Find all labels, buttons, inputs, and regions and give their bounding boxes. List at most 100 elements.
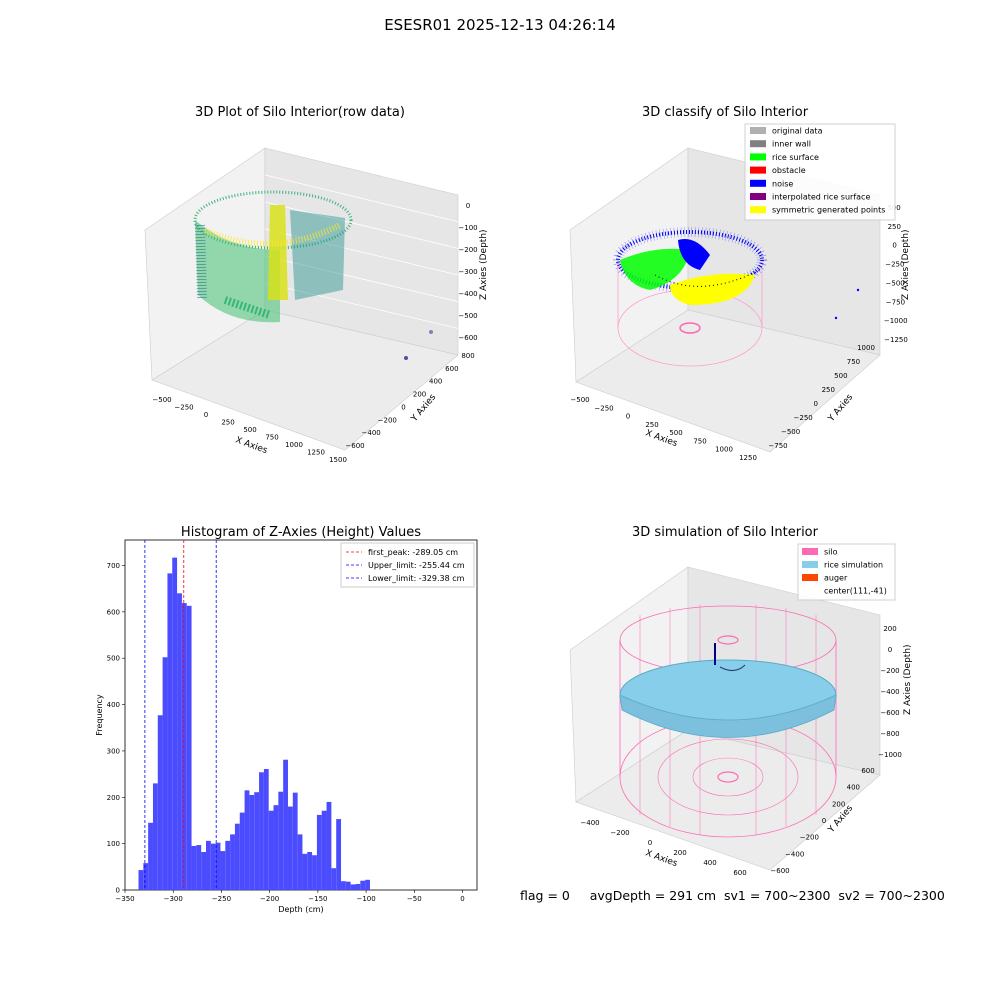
- histogram-bar: [259, 772, 264, 890]
- y-tick-label: −400: [785, 850, 804, 858]
- raw-plot-title: 3D Plot of Silo Interior(row data): [195, 105, 405, 120]
- grid-line: [264, 174, 459, 223]
- legend-label: rice simulation: [824, 561, 883, 570]
- histogram-bar: [307, 851, 313, 890]
- x-tick-label: 1500: [329, 456, 347, 464]
- y-tick-label: 200: [832, 800, 845, 808]
- x-tick-label: −200: [610, 829, 629, 837]
- histogram-xlabel: Depth (cm): [278, 905, 323, 914]
- x-tick-label: 750: [693, 437, 706, 445]
- classify-3d-plot: 3D classify of Silo Interior −500−250025…: [569, 105, 911, 462]
- y-tick-label: 600: [861, 767, 874, 775]
- x-tick-label: −500: [152, 396, 171, 404]
- z-tick-label: −250: [885, 261, 904, 269]
- x-tick-label: −400: [580, 819, 599, 827]
- z-tick-label: −600: [458, 334, 477, 342]
- histogram-bar: [360, 880, 366, 890]
- histogram-bar: [350, 884, 356, 890]
- z-tick-label: −600: [880, 709, 899, 717]
- histogram-bar: [220, 851, 226, 890]
- x-tick-label: 750: [265, 434, 278, 442]
- y-tick-label: 500: [834, 372, 847, 380]
- legend-label: noise: [772, 179, 793, 188]
- x-tick-label: 1000: [715, 446, 733, 454]
- histogram-bar: [263, 769, 269, 890]
- histogram-reference-lines: [144, 540, 217, 890]
- y-tick-label: 400: [847, 784, 860, 792]
- simulation-plot-title: 3D simulation of Silo Interior: [632, 525, 819, 540]
- legend-swatch: [802, 561, 818, 568]
- histogram-bar: [326, 801, 332, 890]
- classify-scatter-points: [613, 227, 860, 367]
- z-tick-label: −750: [886, 298, 905, 306]
- histogram-bar: [148, 822, 153, 890]
- z-tick-label: 0: [466, 202, 470, 210]
- histogram-bar: [234, 823, 240, 890]
- y-tick-label: 0: [401, 403, 405, 411]
- x-tick-label: 500: [243, 426, 256, 434]
- z-tick-label: −300: [458, 268, 477, 276]
- histogram-bar: [283, 759, 288, 890]
- histogram-bar: [225, 840, 231, 890]
- raw-xlabel: X Axies: [234, 435, 269, 456]
- histogram-bar: [152, 783, 158, 890]
- histogram-title: Histogram of Z-Axies (Height) Values: [181, 525, 421, 540]
- histogram-bar: [273, 805, 279, 890]
- z-tick-label: −800: [880, 730, 899, 738]
- histogram-bar: [162, 657, 168, 890]
- y-tick-label: −250: [794, 414, 813, 422]
- classify-plot-title: 3D classify of Silo Interior: [642, 105, 809, 120]
- y-tick-label: 800: [461, 352, 474, 360]
- histogram-bar: [186, 605, 192, 890]
- histogram-bar: [143, 863, 149, 890]
- legend-swatch: [750, 140, 766, 148]
- raw-floor-pane: [151, 309, 459, 451]
- x-tick-label: 250: [221, 419, 234, 427]
- x-tick-label: −50: [407, 895, 422, 903]
- histogram-bar: [167, 573, 173, 890]
- y-tick-label: −200: [800, 834, 819, 842]
- y-tick-label: 1000: [857, 344, 875, 352]
- legend-label: first_peak: -289.05 cm: [368, 548, 458, 557]
- classify-floor-pane: [575, 309, 881, 453]
- y-tick-label: 200: [413, 391, 426, 399]
- y-tick-label: −600: [770, 867, 789, 875]
- raw-tick-labels: −500−2500250500750100012501500−600−400−2…: [152, 202, 477, 464]
- x-tick-label: 250: [645, 421, 658, 429]
- histogram-bar: [336, 819, 342, 890]
- simulation-floor-pane: [575, 729, 881, 871]
- grid-line: [264, 201, 459, 249]
- status-footer: flag = 0 avgDepth = 291 cm sv1 = 700~230…: [520, 888, 945, 903]
- histogram-bar: [341, 881, 346, 890]
- histogram-bar: [138, 870, 144, 890]
- x-tick-label: 500: [669, 429, 682, 437]
- y-tick-label: 750: [847, 358, 860, 366]
- z-tick-label: −1000: [878, 751, 902, 759]
- simulation-3d-plot: 3D simulation of Silo Interior −400 −200 0…: [569, 525, 913, 877]
- z-tick-label: 0: [888, 646, 892, 654]
- legend-label: silo: [824, 548, 838, 557]
- classify-tick-labels: −500−250025050075010001250−750−500−25002…: [570, 204, 907, 462]
- simulation-legend: silo rice simulation auger center(111,-41): [797, 543, 896, 601]
- z-tick-label: −400: [880, 688, 899, 696]
- histogram-bar: [355, 883, 361, 890]
- histogram-bar: [244, 790, 250, 890]
- legend-label: center(111,-41): [824, 587, 887, 596]
- legend-label: original data: [772, 127, 823, 136]
- x-tick-label: 1250: [307, 449, 325, 457]
- legend-swatch: [750, 179, 766, 187]
- y-tick-label: 250: [822, 386, 835, 394]
- y-tick-label: 0: [813, 400, 817, 408]
- z-tick-label: −200: [458, 246, 477, 254]
- histogram-bar: [297, 834, 303, 890]
- histogram-bar: [287, 806, 293, 890]
- histogram-y-ticks: 0 100 200 300 400 500 600 700: [107, 562, 125, 895]
- x-tick-label: −100: [356, 895, 375, 903]
- histogram-x-ticks: −350 −300 −250 −200 −150 −100 −50 0: [115, 890, 465, 903]
- legend-label: auger: [824, 574, 848, 583]
- histogram-bar: [268, 810, 274, 890]
- histogram-bar: [177, 593, 182, 890]
- histogram-bar: [345, 881, 351, 890]
- z-tick-label: −500: [458, 312, 477, 320]
